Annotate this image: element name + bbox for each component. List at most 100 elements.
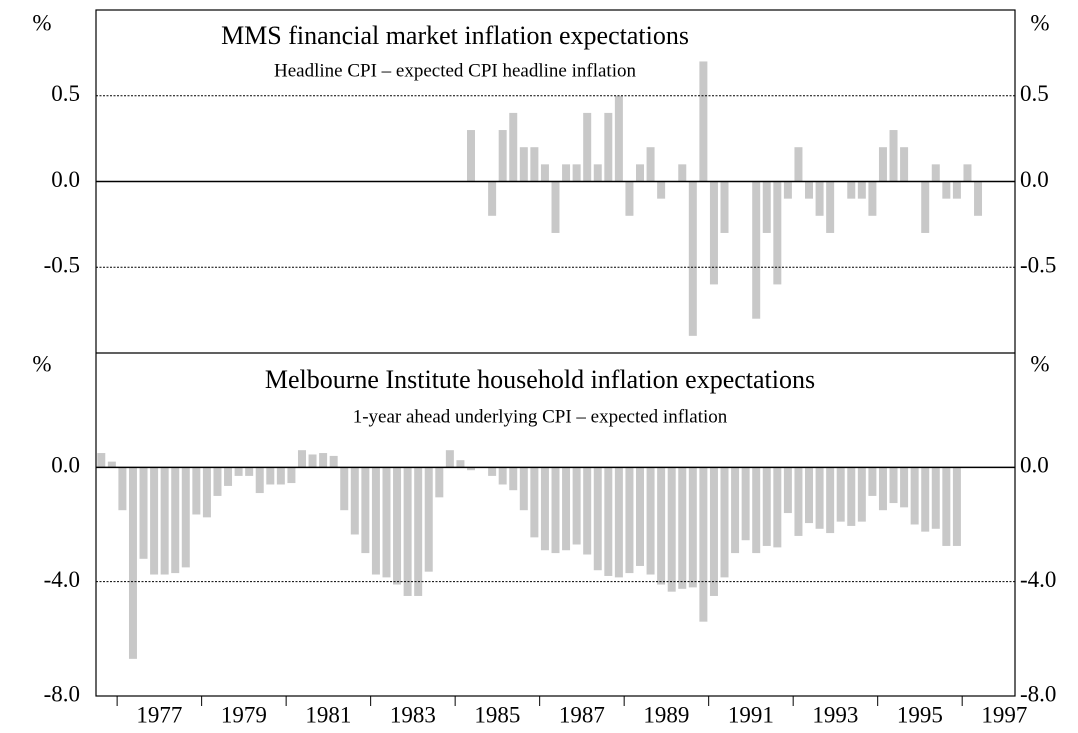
- bar: [709, 467, 718, 596]
- bar: [519, 467, 528, 511]
- bar: [741, 467, 750, 541]
- bar: [815, 467, 824, 529]
- bar: [636, 164, 645, 182]
- bar: [963, 164, 972, 182]
- bar: [805, 181, 814, 199]
- x-tick-label: 1997: [981, 702, 1027, 727]
- x-tick-label: 1989: [643, 702, 689, 727]
- bar: [255, 467, 264, 494]
- bar: [287, 467, 296, 484]
- bar: [974, 181, 983, 216]
- bar: [625, 181, 634, 216]
- bar: [889, 130, 898, 182]
- x-tick-label: 1983: [390, 702, 436, 727]
- bar: [931, 164, 940, 182]
- bar: [783, 467, 792, 514]
- bar: [614, 95, 623, 182]
- bar: [583, 112, 592, 182]
- bar: [245, 467, 254, 476]
- bar: [773, 467, 782, 548]
- x-tick-label: 1993: [812, 702, 858, 727]
- bar: [667, 467, 676, 592]
- bar: [593, 164, 602, 182]
- y-tick-label: 0.0: [1020, 453, 1049, 478]
- bar: [625, 467, 634, 574]
- bar: [783, 181, 792, 199]
- bar: [509, 467, 518, 491]
- bar: [424, 467, 433, 572]
- bar: [826, 467, 835, 534]
- bar: [234, 467, 243, 476]
- bar: [688, 467, 697, 588]
- bar: [160, 467, 169, 575]
- bar: [435, 467, 444, 498]
- bar: [350, 467, 359, 535]
- y-tick-label: -4.0: [1020, 567, 1056, 592]
- bar: [224, 467, 233, 486]
- bar: [868, 181, 877, 216]
- bar: [107, 461, 116, 468]
- bar: [889, 467, 898, 504]
- bar: [572, 164, 581, 182]
- bar: [646, 147, 655, 182]
- bar: [371, 467, 380, 575]
- bar: [562, 467, 571, 551]
- bar: [150, 467, 159, 575]
- bar: [952, 467, 961, 546]
- bar: [952, 181, 961, 199]
- bar: [900, 467, 909, 508]
- bar: [572, 467, 581, 545]
- bar: [878, 147, 887, 182]
- bar: [498, 467, 507, 485]
- x-tick-label: 1979: [221, 702, 267, 727]
- bar: [128, 467, 137, 659]
- bar: [445, 450, 454, 468]
- bar: [762, 467, 771, 546]
- y-tick-label: 0.5: [1020, 81, 1049, 106]
- bar: [678, 164, 687, 182]
- bar: [857, 181, 866, 199]
- bar: [266, 467, 275, 485]
- bar: [794, 147, 803, 182]
- bar: [540, 164, 549, 182]
- x-tick-label: 1977: [136, 702, 182, 727]
- bar: [678, 467, 687, 589]
- chart-subtitle: Headline CPI – expected CPI headline inf…: [274, 60, 636, 81]
- bar: [794, 467, 803, 536]
- y-unit-label: %: [32, 10, 51, 35]
- bar: [836, 467, 845, 522]
- y-tick-label: 0.0: [1020, 167, 1049, 192]
- bar: [488, 467, 497, 476]
- bar: [276, 467, 285, 485]
- bar: [498, 130, 507, 182]
- y-tick-label: 0.5: [51, 81, 80, 106]
- bar: [921, 181, 930, 233]
- bar: [826, 181, 835, 233]
- bar: [466, 467, 475, 471]
- bar: [720, 467, 729, 578]
- y-unit-label: %: [1030, 10, 1049, 35]
- y-tick-label: -8.0: [44, 681, 80, 706]
- bar: [213, 467, 222, 496]
- bar: [646, 467, 655, 575]
- bar: [688, 181, 697, 336]
- bar: [466, 130, 475, 182]
- bar: [910, 467, 919, 525]
- y-tick-label: -0.5: [44, 253, 80, 278]
- bar: [456, 460, 465, 468]
- bar: [551, 181, 560, 233]
- y-unit-label: %: [32, 351, 51, 376]
- bar: [202, 467, 211, 518]
- bar: [699, 61, 708, 182]
- bar: [118, 467, 127, 511]
- bar: [931, 467, 940, 529]
- bar: [329, 455, 338, 468]
- bar: [382, 467, 391, 578]
- bar: [636, 467, 645, 566]
- bar: [942, 467, 951, 546]
- bar: [900, 147, 909, 182]
- bar: [762, 181, 771, 233]
- y-tick-label: 0.0: [51, 453, 80, 478]
- bar: [699, 467, 708, 622]
- x-tick-label: 1981: [305, 702, 351, 727]
